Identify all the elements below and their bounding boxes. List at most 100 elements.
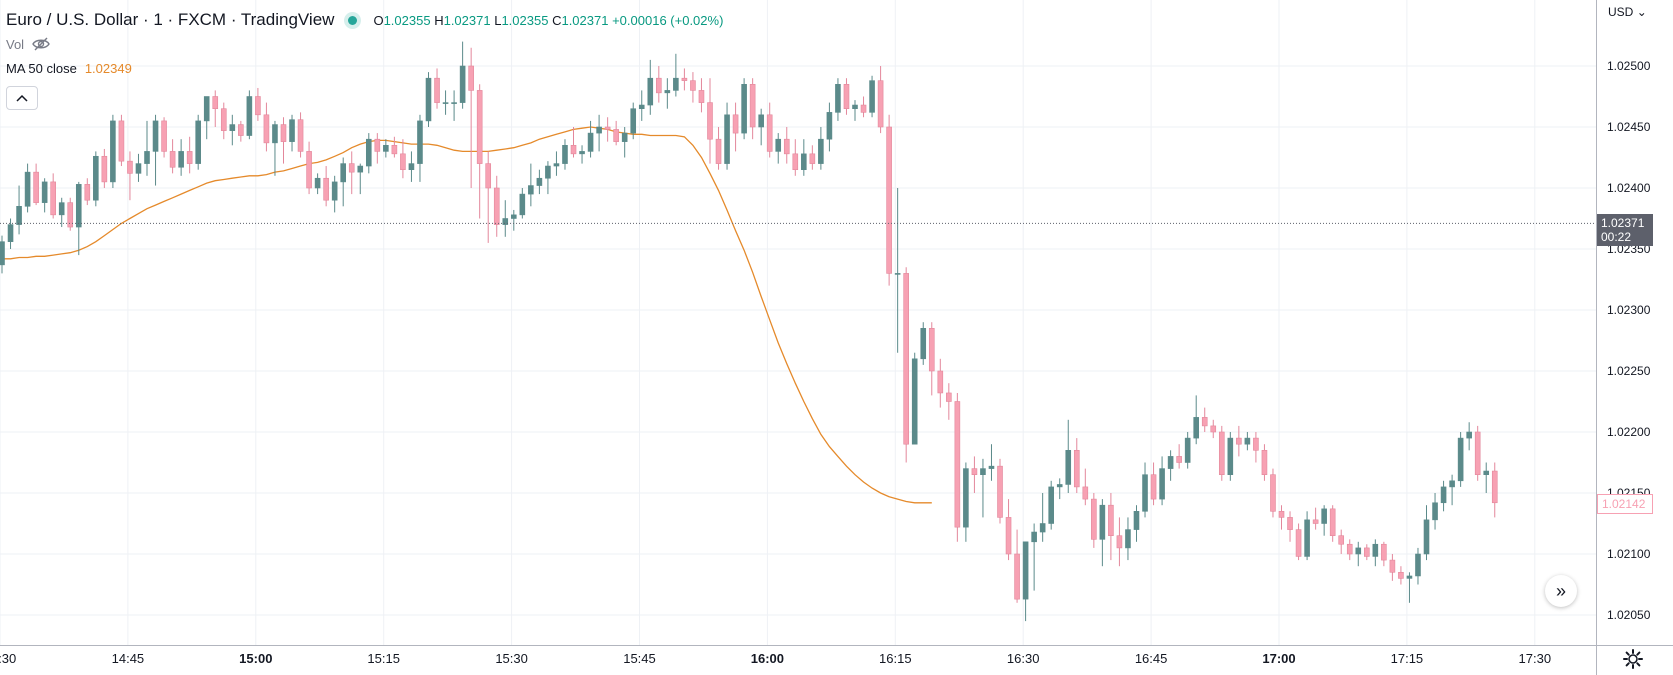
- candle: [1398, 566, 1404, 585]
- candle-body: [493, 187, 500, 225]
- candle: [818, 127, 824, 170]
- candle-body: [58, 202, 65, 216]
- candle-body: [33, 171, 39, 203]
- volume-row[interactable]: Vol: [6, 32, 731, 56]
- candle-body: [664, 90, 671, 94]
- candle: [698, 78, 705, 113]
- candle-body: [1364, 547, 1370, 557]
- candle: [442, 90, 449, 115]
- candle: [579, 145, 585, 164]
- candle: [161, 117, 167, 158]
- eye-off-icon[interactable]: [32, 37, 50, 51]
- candle-body: [1073, 449, 1080, 488]
- candle-body: [1261, 449, 1268, 475]
- candle: [545, 161, 551, 195]
- candle-body: [1048, 486, 1054, 524]
- gear-icon: [1623, 649, 1643, 669]
- candle: [340, 157, 347, 207]
- time-tick-label: 17:30: [1519, 651, 1552, 666]
- candle: [400, 139, 406, 179]
- candle-body: [246, 96, 253, 136]
- candle: [724, 102, 730, 170]
- candle: [203, 96, 210, 140]
- chevron-up-icon: [16, 94, 28, 102]
- candle: [963, 462, 969, 542]
- candle-body: [1474, 431, 1481, 476]
- candle-body: [903, 273, 909, 445]
- candle: [1133, 505, 1140, 542]
- candle-body: [1227, 437, 1234, 476]
- candle-body: [502, 218, 509, 225]
- candle: [50, 173, 56, 219]
- candle-body: [238, 124, 244, 136]
- candle-body: [877, 80, 884, 128]
- candle: [1108, 493, 1114, 561]
- candle-body: [792, 153, 799, 170]
- candle: [911, 352, 918, 445]
- candle: [93, 151, 99, 207]
- candle-body: [1491, 470, 1498, 504]
- price-tick-label: 1.02450: [1607, 120, 1651, 134]
- candle-body: [144, 151, 150, 164]
- candle-body: [7, 224, 14, 242]
- low-value: 1.02355: [501, 12, 549, 28]
- candle-body: [297, 119, 304, 152]
- candle: [255, 87, 261, 121]
- candle-body: [67, 202, 74, 228]
- collapse-legend-button[interactable]: [6, 86, 38, 110]
- candle: [323, 166, 329, 207]
- candle-body: [1022, 541, 1029, 600]
- candle: [570, 127, 577, 158]
- candle: [1449, 474, 1455, 506]
- candle: [903, 267, 909, 463]
- candle: [476, 84, 483, 219]
- candle: [1073, 438, 1080, 493]
- candle-body: [528, 185, 534, 195]
- candle-body: [749, 84, 756, 128]
- scroll-to-realtime-button[interactable]: »: [1545, 575, 1577, 607]
- candle: [16, 185, 22, 235]
- candle: [920, 322, 927, 365]
- volume-label[interactable]: Vol: [6, 36, 25, 52]
- symbol-title[interactable]: Euro / U.S. Dollar · 1 · FXCM · TradingV…: [6, 10, 335, 29]
- candle-body: [715, 138, 722, 164]
- candle-body: [1440, 486, 1447, 504]
- candle: [314, 173, 321, 195]
- candle: [801, 139, 807, 176]
- candle: [127, 151, 133, 201]
- candle: [1244, 432, 1251, 451]
- candle-body: [783, 138, 790, 155]
- candle-body: [1329, 508, 1336, 536]
- candle: [783, 127, 790, 164]
- ma-row[interactable]: MA 50 close 1.02349: [6, 56, 731, 80]
- candle: [1184, 432, 1191, 469]
- candle: [169, 139, 176, 174]
- candle-body: [1236, 437, 1242, 445]
- candle: [186, 136, 193, 174]
- candle: [519, 188, 526, 219]
- candle: [1364, 544, 1370, 561]
- candle: [741, 78, 747, 140]
- ma-label[interactable]: MA 50 close: [6, 60, 77, 76]
- candle: [1142, 462, 1148, 518]
- candle-body: [280, 124, 287, 142]
- candle-body: [1389, 559, 1396, 573]
- candle-body: [587, 132, 594, 152]
- candle: [946, 383, 952, 420]
- candle: [101, 148, 108, 188]
- candle-body: [348, 163, 355, 173]
- candle-body: [1184, 437, 1191, 463]
- currency-selector[interactable]: USD ⌄: [1608, 5, 1647, 19]
- close-key: C: [552, 12, 562, 28]
- settings-button[interactable]: [1622, 648, 1644, 670]
- time-tick-label: 17:00: [1262, 651, 1295, 666]
- time-tick-label: 16:00: [751, 651, 784, 666]
- candle: [1210, 419, 1217, 439]
- candle-body: [988, 465, 995, 469]
- time-tick-label: 15:45: [623, 651, 656, 666]
- candle: [596, 114, 602, 152]
- candle: [1005, 499, 1012, 561]
- candle: [621, 127, 628, 158]
